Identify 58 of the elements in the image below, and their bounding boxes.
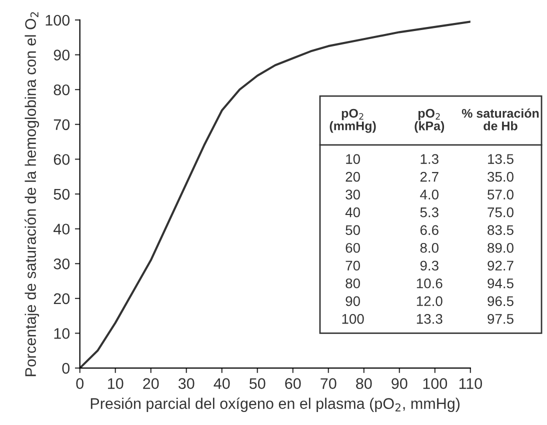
text: 83.5: [488, 225, 514, 236]
text: 75.0: [488, 207, 514, 218]
x-tick-label: 10: [108, 378, 124, 389]
annotation: 50: [346, 225, 360, 236]
text: 92.7: [488, 260, 514, 271]
x-tick-label: 100: [423, 378, 448, 389]
annotation: 60: [346, 242, 360, 253]
y-tick-label: 60: [54, 154, 70, 165]
y-tick-label: 70: [54, 119, 70, 130]
annotation: 6.6: [420, 225, 438, 236]
annotation: pO$_{2}$ (kPa): [414, 108, 444, 133]
x-tick-label: 20: [143, 378, 159, 389]
annotation: 40: [345, 207, 360, 218]
annotation: 4.0: [420, 190, 439, 200]
x-tick-label: 70: [320, 378, 336, 389]
x-tick-label: 30: [178, 378, 194, 389]
x-tick-label: 110: [459, 378, 482, 389]
x-axis-title: Presión parcial del oxígeno en el plasma (pO$_{2}$, mmHg): [90, 398, 460, 412]
annotation: 100: [342, 314, 364, 324]
y-tick-label: 90: [54, 50, 70, 60]
x-tick-label: 50: [250, 378, 266, 389]
annotation: 1.3: [420, 154, 438, 164]
y-tick-label: 10: [54, 328, 70, 339]
annotation: 13.3: [416, 314, 442, 324]
y-tick-label: 50: [54, 188, 70, 200]
annotation: 5.3: [420, 207, 438, 218]
y-axis-title: Porcentaje de saturación de la hemoglobina con el O$_{2}$: [24, 12, 40, 376]
annotation: 10.6: [416, 278, 442, 288]
annotation: 70: [346, 260, 360, 271]
y-tick-label: 30: [54, 258, 70, 270]
y-tick-label: 100: [46, 14, 70, 26]
annotation: 20: [346, 172, 360, 182]
annotation: 30: [346, 190, 360, 200]
y-tick-label: 0: [62, 362, 70, 374]
x-tick-label: 40: [214, 378, 230, 389]
annotation: % saturación de Hb: [462, 108, 539, 130]
x-tick-label: 80: [356, 378, 372, 389]
annotation: pO$_{2}$ (mmHg): [330, 108, 376, 133]
text: 94.5: [488, 278, 514, 288]
text: 97.5: [488, 314, 514, 324]
text: 96.5: [488, 296, 514, 306]
annotation: 9.3: [420, 260, 438, 271]
annotation: 2.7: [420, 172, 438, 182]
annotation: 12.0: [416, 296, 442, 306]
x-tick-label: 90: [392, 378, 408, 389]
annotation: 8.0: [420, 242, 439, 253]
y-tick-label: 20: [54, 293, 70, 304]
text: 35.0: [488, 172, 514, 182]
annotation: 90: [346, 296, 360, 306]
text: 13.5: [488, 154, 514, 164]
text: 89.0: [488, 242, 514, 253]
text: 57.0: [488, 190, 514, 200]
y-tick-label: 80: [54, 84, 70, 96]
annotation: 10: [346, 154, 360, 164]
y-tick-label: 40: [54, 224, 70, 235]
annotation: 80: [346, 278, 360, 288]
x-tick-label: 0: [76, 378, 84, 389]
x-tick-label: 60: [285, 378, 301, 389]
